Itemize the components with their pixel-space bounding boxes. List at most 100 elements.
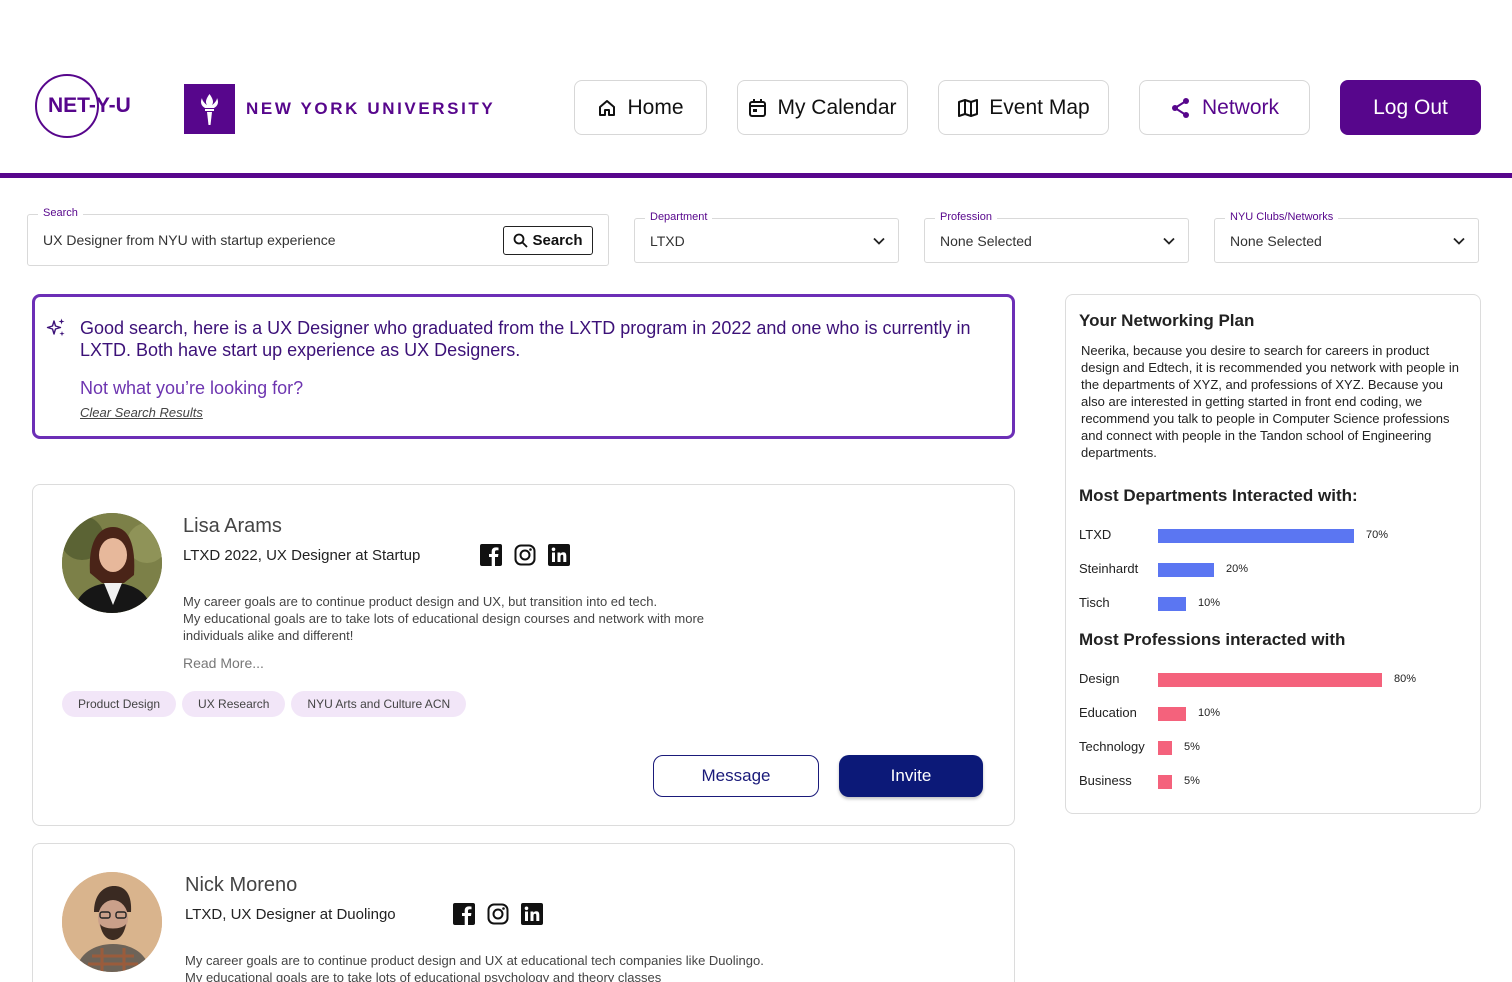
brand-logo-text[interactable]: NET-Y-U: [48, 94, 131, 117]
profile-name[interactable]: Lisa Arams: [183, 515, 282, 537]
tag-arts-culture-acn[interactable]: NYU Arts and Culture ACN: [291, 691, 467, 717]
brand-logo-circle[interactable]: [35, 74, 99, 138]
calendar-icon: [749, 98, 767, 117]
profile-role: LTXD, UX Designer at Duolingo: [185, 906, 396, 923]
nyu-torch-icon: [184, 84, 235, 134]
profile-role: LTXD 2022, UX Designer at Startup: [183, 547, 421, 564]
chevron-down-icon[interactable]: [1452, 234, 1466, 248]
department-value: 70%: [1366, 529, 1389, 541]
profession-label: Profession: [935, 211, 997, 223]
department-label: LTXD: [1079, 527, 1112, 542]
profession-value: 10%: [1198, 707, 1221, 719]
not-looking-for-text: Not what you’re looking for?: [80, 378, 304, 398]
profile-card: Nick Moreno LTXD, UX Designer at Duoling…: [32, 843, 1015, 982]
profession-label: Design: [1079, 671, 1120, 686]
plan-title: Your Networking Plan: [1079, 311, 1255, 330]
search-button-label: Search: [532, 232, 583, 249]
nav-network-label: Network: [1201, 95, 1280, 119]
profession-row: Technology 5%: [1079, 738, 1469, 758]
department-label: Tisch: [1079, 595, 1110, 610]
department-value: 10%: [1198, 597, 1221, 609]
department-value: 20%: [1226, 563, 1249, 575]
chevron-down-icon[interactable]: [1162, 234, 1176, 248]
invite-button[interactable]: Invite: [839, 755, 983, 797]
ai-message: Good search, here is a UX Designer who g…: [80, 318, 971, 360]
nav-event-map-label: Event Map: [989, 95, 1090, 119]
profession-value: 5%: [1184, 741, 1200, 753]
department-label: Steinhardt: [1079, 561, 1139, 576]
profession-value: 80%: [1394, 673, 1417, 685]
profile-bio: My career goals are to continue product …: [183, 593, 763, 644]
tag-ux-research[interactable]: UX Research: [182, 691, 286, 717]
search-field[interactable]: Search UX Designer from NYU with startup…: [27, 207, 609, 266]
plan-body: Neerika, because you desire to search fo…: [1081, 343, 1459, 460]
nav-home-label: Home: [627, 95, 684, 119]
clubs-select[interactable]: NYU Clubs/Networks None Selected: [1214, 211, 1479, 263]
profession-row: Design 80%: [1079, 670, 1469, 690]
profession-bar: [1158, 707, 1186, 721]
department-bar: [1158, 529, 1354, 543]
profile-tags: Product Design UX Research NYU Arts and …: [62, 691, 467, 717]
linkedin-icon[interactable]: [521, 903, 543, 925]
networking-plan-panel: Your Networking Plan Neerika, because yo…: [1065, 294, 1481, 814]
profile-bio-line: My educational goals are to take lots of…: [183, 611, 705, 643]
profession-row: Business 5%: [1079, 772, 1469, 792]
logout-button[interactable]: Log Out: [1340, 80, 1481, 135]
profession-label: Education: [1079, 705, 1137, 720]
search-icon: [514, 233, 529, 248]
department-bar: [1158, 563, 1214, 577]
nav-event-map-button[interactable]: Event Map: [938, 80, 1109, 135]
professions-heading: Most Professions interacted with: [1079, 630, 1346, 649]
share-icon: [1171, 97, 1189, 118]
department-row: Tisch 10%: [1079, 594, 1469, 614]
department-row: LTXD 70%: [1079, 526, 1469, 546]
department-select[interactable]: Department LTXD: [634, 211, 899, 263]
university-name: NEW YORK UNIVERSITY: [246, 99, 496, 118]
message-button[interactable]: Message: [653, 755, 819, 797]
profile-name[interactable]: Nick Moreno: [185, 874, 298, 896]
ai-search-summary: Good search, here is a UX Designer who g…: [32, 294, 1015, 439]
profession-bar: [1158, 741, 1172, 755]
nav-home-button[interactable]: Home: [574, 80, 707, 135]
profile-bio-line: My career goals are to continue product …: [183, 594, 658, 609]
nav-calendar-label: My Calendar: [777, 95, 897, 119]
avatar[interactable]: [62, 872, 162, 972]
department-value: LTXD: [650, 232, 685, 249]
home-icon: [599, 99, 616, 116]
sparkle-icon: [46, 318, 65, 337]
clear-search-link[interactable]: Clear Search Results: [80, 405, 203, 420]
chevron-down-icon[interactable]: [872, 234, 886, 248]
departments-heading: Most Departments Interacted with:: [1079, 486, 1358, 505]
profile-bio: My career goals are to continue product …: [185, 953, 764, 982]
profession-label: Technology: [1079, 739, 1145, 754]
clubs-label: NYU Clubs/Networks: [1225, 211, 1339, 223]
instagram-icon[interactable]: [514, 544, 536, 566]
linkedin-icon[interactable]: [548, 544, 570, 566]
social-links: [480, 544, 570, 566]
read-more-link[interactable]: Read More...: [183, 655, 264, 671]
profession-value: 5%: [1184, 775, 1200, 787]
facebook-icon[interactable]: [480, 544, 502, 566]
social-links: [453, 903, 543, 925]
map-icon: [958, 98, 979, 117]
profession-row: Education 10%: [1079, 704, 1469, 724]
nav-calendar-button[interactable]: My Calendar: [737, 80, 908, 135]
search-input[interactable]: UX Designer from NYU with startup experi…: [43, 232, 336, 248]
avatar[interactable]: [62, 513, 162, 613]
profession-bar: [1158, 673, 1382, 687]
search-label: Search: [38, 207, 83, 219]
facebook-icon[interactable]: [453, 903, 475, 925]
department-bar: [1158, 597, 1186, 611]
department-row: Steinhardt 20%: [1079, 560, 1469, 580]
clubs-value: None Selected: [1230, 232, 1322, 249]
tag-product-design[interactable]: Product Design: [62, 691, 177, 717]
profession-bar: [1158, 775, 1172, 789]
profession-select[interactable]: Profession None Selected: [924, 211, 1189, 263]
profession-value: None Selected: [940, 232, 1032, 249]
search-button[interactable]: Search: [503, 226, 593, 255]
nav-network-button[interactable]: Network: [1139, 80, 1310, 135]
profession-label: Business: [1079, 773, 1132, 788]
app-header: NET-Y-U NEW YORK UNIVERSITY Home My Cale…: [0, 0, 1512, 178]
instagram-icon[interactable]: [487, 903, 509, 925]
department-label: Department: [645, 211, 713, 223]
